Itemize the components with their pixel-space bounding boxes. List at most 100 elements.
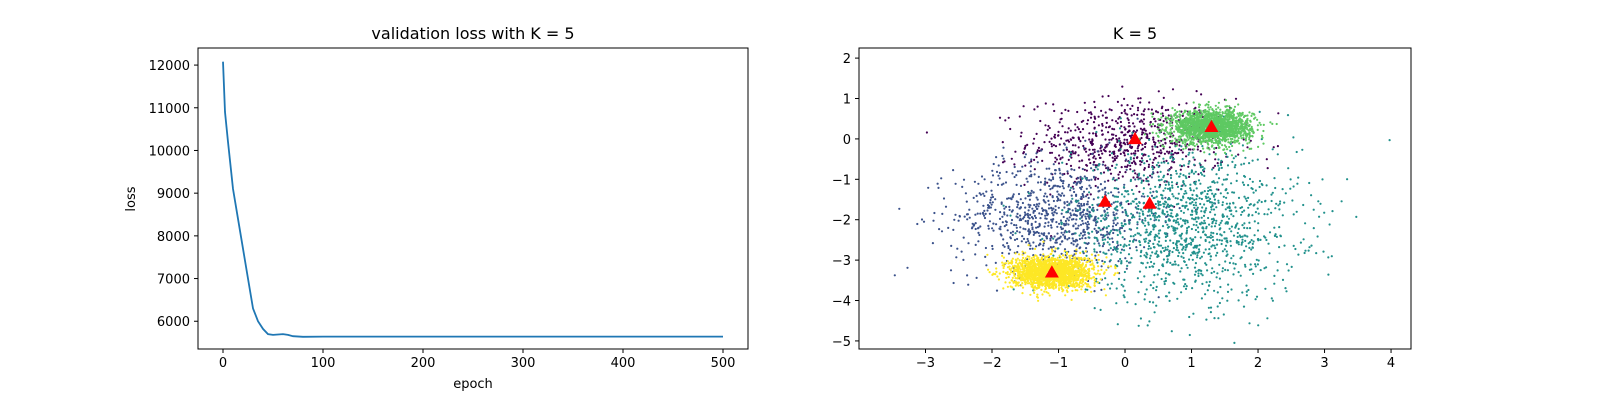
scatter-point bbox=[1033, 168, 1036, 171]
scatter-point bbox=[1245, 284, 1248, 287]
scatter-point bbox=[1224, 110, 1227, 113]
scatter-point bbox=[1087, 111, 1091, 114]
scatter-point bbox=[1078, 247, 1081, 250]
scatter-point bbox=[983, 216, 987, 220]
scatter-point bbox=[1165, 261, 1168, 264]
scatter-point bbox=[1024, 197, 1027, 200]
scatter-point bbox=[1230, 225, 1233, 228]
scatter-point bbox=[1055, 212, 1058, 215]
scatter-point bbox=[1171, 88, 1175, 91]
scatter-point bbox=[1172, 219, 1175, 223]
scatter-point bbox=[1065, 139, 1068, 142]
scatter-point bbox=[1202, 251, 1205, 254]
scatter-point bbox=[992, 222, 995, 225]
scatter-point bbox=[1242, 138, 1245, 141]
scatter-point bbox=[1295, 150, 1298, 154]
scatter-point bbox=[1095, 251, 1098, 254]
scatter-point bbox=[1232, 191, 1236, 194]
scatter-point bbox=[1088, 206, 1092, 209]
scatter-point bbox=[1093, 100, 1096, 103]
scatter-point bbox=[1225, 237, 1228, 240]
scatter-point bbox=[1214, 222, 1217, 225]
scatter-point bbox=[1236, 231, 1239, 235]
scatter-point bbox=[1237, 271, 1240, 274]
scatter-point bbox=[1124, 112, 1127, 115]
scatter-point bbox=[1053, 184, 1056, 187]
scatter-point bbox=[1091, 142, 1094, 146]
scatter-point bbox=[1062, 187, 1065, 190]
scatter-point bbox=[1127, 153, 1130, 156]
scatter-point bbox=[1188, 136, 1191, 140]
scatter-point bbox=[1059, 172, 1062, 175]
scatter-point bbox=[1183, 260, 1186, 263]
scatter-point bbox=[1207, 143, 1210, 146]
scatter-point bbox=[1052, 245, 1055, 248]
scatter-point bbox=[1192, 172, 1196, 175]
scatter-point bbox=[1204, 238, 1207, 242]
scatter-point bbox=[932, 219, 935, 222]
scatter-point bbox=[1069, 189, 1072, 192]
scatter-point bbox=[1108, 168, 1112, 171]
scatter-point bbox=[1214, 104, 1217, 107]
scatter-point bbox=[1151, 131, 1154, 134]
scatter-point bbox=[1164, 109, 1167, 112]
scatter-point bbox=[1232, 273, 1235, 276]
scatter-point bbox=[1074, 227, 1078, 230]
scatter-point bbox=[1124, 223, 1127, 226]
scatter-point bbox=[1193, 108, 1196, 112]
scatter-point bbox=[1100, 129, 1103, 132]
scatter-point bbox=[1244, 125, 1247, 128]
scatter-point bbox=[1195, 244, 1198, 247]
scatter-point bbox=[1180, 209, 1183, 213]
scatter-point bbox=[1157, 135, 1160, 138]
scatter-point bbox=[1166, 116, 1169, 120]
scatter-point bbox=[1144, 219, 1147, 222]
scatter-point bbox=[1019, 206, 1022, 209]
scatter-point bbox=[1126, 117, 1129, 120]
scatter-point bbox=[1258, 179, 1262, 183]
scatter-point bbox=[1220, 129, 1224, 132]
scatter-point bbox=[1084, 139, 1087, 142]
scatter-point bbox=[1148, 132, 1151, 135]
scatter-point bbox=[1164, 196, 1167, 199]
scatter-point bbox=[1100, 109, 1103, 112]
scatter-point bbox=[1214, 132, 1217, 135]
scatter-point bbox=[1229, 114, 1232, 117]
scatter-point bbox=[1216, 181, 1219, 184]
scatter-point bbox=[1207, 103, 1210, 106]
scatter-point bbox=[1177, 264, 1180, 267]
scatter-point bbox=[1166, 131, 1169, 134]
scatter-point bbox=[1161, 194, 1164, 197]
scatter-point bbox=[1157, 232, 1160, 235]
scatter-point bbox=[1232, 254, 1235, 257]
scatter-point bbox=[1051, 196, 1054, 199]
scatter-point bbox=[1075, 214, 1078, 217]
scatter-point bbox=[1121, 211, 1124, 214]
scatter-point bbox=[1177, 223, 1180, 226]
scatter-point bbox=[1241, 181, 1244, 184]
scatter-point bbox=[1259, 238, 1262, 241]
scatter-point bbox=[1155, 110, 1158, 113]
scatter-point bbox=[1262, 123, 1265, 126]
scatter-point bbox=[1078, 138, 1081, 141]
scatter-point bbox=[1036, 161, 1039, 164]
scatter-point bbox=[1221, 144, 1224, 147]
scatter-point bbox=[1246, 235, 1249, 238]
scatter-point bbox=[1123, 278, 1126, 281]
scatter-point bbox=[1191, 210, 1194, 213]
scatter-point bbox=[1138, 120, 1141, 123]
scatter-point bbox=[1058, 154, 1061, 157]
scatter-point bbox=[1139, 177, 1142, 180]
scatter-point bbox=[962, 236, 965, 239]
scatter-point bbox=[1204, 209, 1207, 212]
scatter-point bbox=[1208, 241, 1211, 244]
scatter-point bbox=[1053, 136, 1057, 139]
scatter-point bbox=[1206, 146, 1209, 149]
scatter-point bbox=[1095, 229, 1098, 232]
scatter-point bbox=[962, 178, 966, 181]
scatter-point bbox=[1059, 118, 1062, 121]
scatter-point bbox=[1022, 237, 1026, 240]
scatter-point bbox=[1039, 238, 1042, 242]
scatter-point bbox=[1103, 209, 1106, 212]
scatter-point bbox=[1150, 176, 1153, 179]
